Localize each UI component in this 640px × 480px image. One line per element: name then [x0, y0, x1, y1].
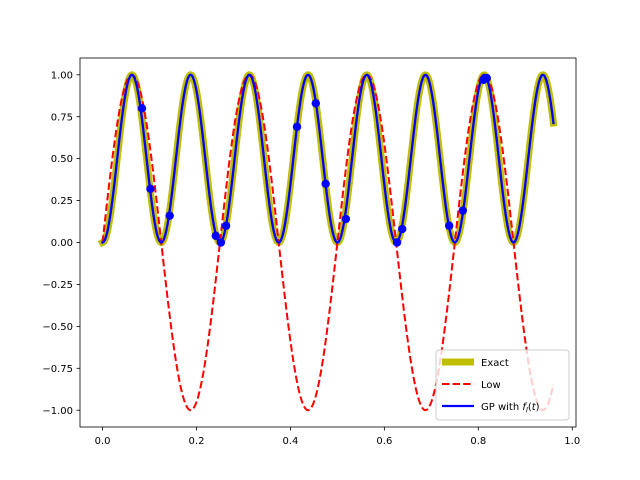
y-tick-label: −1.00: [42, 406, 73, 417]
sample-point: [146, 184, 155, 194]
sample-point: [341, 214, 351, 224]
legend-label-part-2: l: [526, 407, 528, 415]
sample-point: [444, 221, 454, 230]
legend-label-part-5: ): [536, 402, 540, 413]
x-tick-label: 0.2: [189, 436, 205, 447]
sample-point: [311, 99, 320, 108]
sample-point: [392, 238, 402, 247]
x-tick-label: 0.6: [376, 436, 392, 447]
x-tick-label: 1.0: [564, 436, 580, 447]
legend-label-part-3: (: [528, 402, 532, 413]
legend-label-part-4: t: [532, 402, 537, 413]
y-tick-label: −0.50: [42, 322, 73, 333]
axes: 0.0 0.2 0.4 0.6 0.8 1.0 −1.00 −0.75 −0.50 −0.25 0.…: [42, 57, 580, 447]
y-tick-label: 0.00: [51, 238, 73, 249]
y-tick-label: −0.25: [42, 280, 73, 291]
legend-label-1: Low: [481, 380, 501, 391]
plot-area: [97, 71, 558, 412]
sample-point: [292, 122, 302, 131]
x-tick-label: 0.4: [282, 436, 298, 447]
sample-point: [221, 221, 231, 230]
y-tick-label: 0.50: [51, 154, 73, 165]
y-tick-label: 0.75: [51, 112, 73, 123]
legend: Exact Low GP with fl(t): [435, 349, 570, 421]
y-tick-label: −0.75: [42, 364, 73, 375]
sample-point: [137, 104, 147, 113]
legend-box: [435, 349, 570, 421]
sample-point: [211, 231, 220, 240]
y-tick-label: 1.00: [51, 70, 73, 81]
legend-label-2: GP with fl(t): [481, 402, 540, 415]
sample-point: [321, 179, 330, 188]
sample-point: [482, 73, 491, 83]
legend-label-0: Exact: [481, 358, 509, 369]
series-line-solid-2: [100, 73, 555, 245]
sample-point: [398, 224, 407, 234]
x-tick-label: 0.0: [95, 436, 111, 447]
x-tick-label: 0.8: [470, 436, 486, 447]
legend-label-part-1: f: [522, 402, 527, 413]
sample-point: [165, 211, 174, 220]
legend-label-part-0: GP with: [481, 402, 522, 413]
sample-point: [458, 206, 468, 215]
y-tick-label: 0.25: [51, 196, 73, 207]
sample-point: [216, 238, 226, 247]
series-line-dashed-1: [101, 73, 555, 412]
